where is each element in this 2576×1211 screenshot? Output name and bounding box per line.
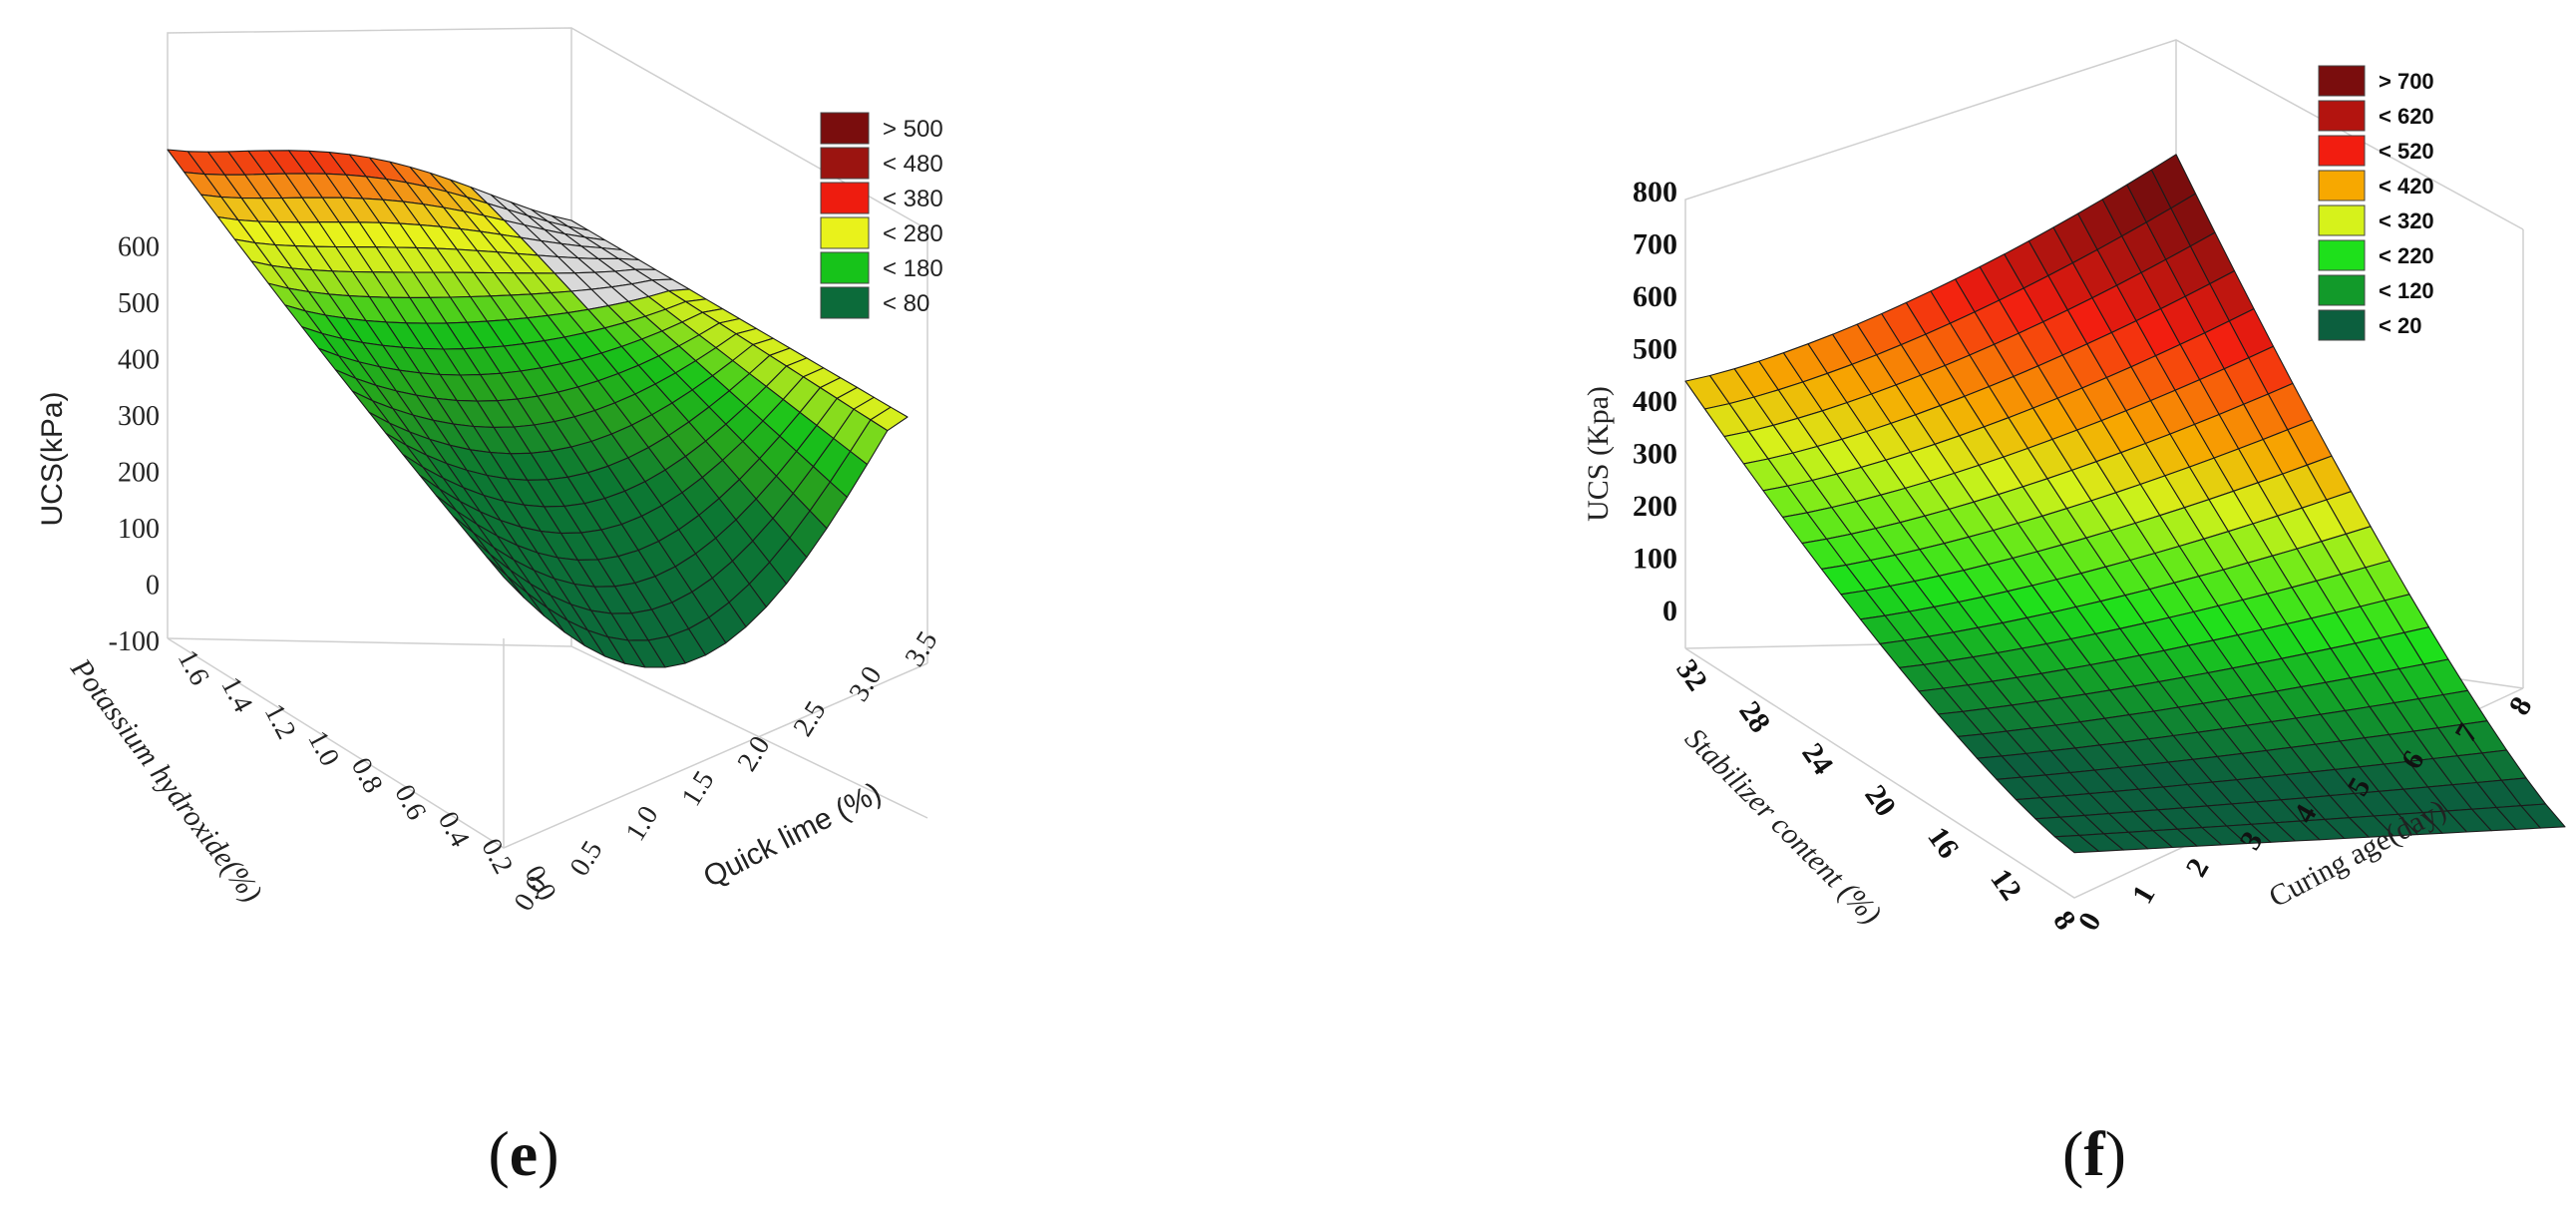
- chart-f-z-tick: 100: [1633, 543, 1677, 576]
- chart-e-z-tick: 400: [118, 345, 160, 376]
- chart-e-y-tick: 1.4: [214, 672, 258, 717]
- chart-f-z-tick: 0: [1662, 595, 1677, 627]
- chart-e-x-tick: 2.5: [788, 696, 833, 742]
- chart-e-z-tick: 500: [118, 288, 160, 319]
- chart-f-legend-label: < 20: [2379, 313, 2421, 338]
- chart-f-surface-cell: [2520, 803, 2566, 829]
- chart-e-x-tick: 0.5: [564, 836, 609, 882]
- chart-e-x-tick: 2.0: [732, 731, 777, 777]
- chart-e-frame: [167, 27, 928, 849]
- chart-e-z-label: UCS(kPa): [36, 391, 69, 526]
- chart-e-legend-label: < 480: [883, 151, 943, 178]
- chart-f-legend-swatch: [2318, 65, 2366, 97]
- chart-f-z-tick: 200: [1633, 490, 1677, 523]
- chart-f-legend-swatch: [2318, 170, 2366, 202]
- chart-e-legend-label: < 80: [883, 290, 929, 317]
- chart-f-y-tick: 16: [1921, 821, 1965, 865]
- chart-e-x-tick: 1.0: [620, 801, 665, 847]
- chart-e-x-tick: 3.5: [900, 626, 944, 672]
- chart-f-x-tick: 8: [2502, 691, 2538, 720]
- chart-f-legend: > 700 < 620 < 520 < 420 < 320 < 220 < 120 < 20: [2318, 65, 2434, 341]
- chart-e-z-ticks: -100 0 100 200 300 400 500 600: [109, 232, 160, 658]
- chart-e-z-tick: 300: [118, 401, 160, 432]
- chart-f-z-ticks: 0 100 200 300 400 500 600 700 800: [1633, 176, 1677, 627]
- chart-e-z-tick: 200: [118, 458, 160, 489]
- chart-f-legend-label: < 420: [2379, 174, 2434, 199]
- chart-e-legend-swatch: [820, 216, 870, 249]
- chart-f-z-tick: 500: [1633, 333, 1677, 366]
- chart-e-legend-label: > 500: [883, 116, 943, 143]
- chart-e-legend-swatch: [820, 147, 870, 180]
- chart-f-y-tick: 20: [1858, 779, 1902, 823]
- chart-f-z-tick: 600: [1633, 280, 1677, 313]
- chart-f-z-tick: 800: [1633, 176, 1677, 208]
- chart-e-legend: > 500 < 480 < 380 < 280 < 180 < 80: [820, 112, 943, 319]
- chart-e-z-tick: 100: [118, 514, 160, 545]
- chart-e-legend-label: < 280: [883, 220, 943, 247]
- chart-f-legend-swatch: [2318, 100, 2366, 132]
- chart-f-x-tick: 2: [2179, 853, 2215, 882]
- chart-f-legend-swatch: [2318, 135, 2366, 167]
- chart-f-z-label: UCS (Kpa): [1582, 386, 1615, 522]
- chart-e-y-tick: 0.8: [345, 753, 389, 798]
- chart-f-legend-label: < 320: [2379, 208, 2434, 233]
- chart-e-z-tick: 600: [118, 232, 160, 263]
- chart-e-legend-swatch: [820, 182, 870, 214]
- chart-e-y-tick: 0.4: [432, 807, 476, 852]
- chart-f-legend-label: < 120: [2379, 278, 2434, 303]
- chart-e-y-tick: 0.6: [388, 780, 432, 825]
- chart-f-panel-label: (f): [2062, 1118, 2126, 1189]
- chart-f-legend-label: > 700: [2379, 69, 2434, 94]
- chart-f-legend-label: < 620: [2379, 104, 2434, 129]
- chart-f-legend-swatch: [2318, 204, 2366, 236]
- chart-e-x-label: Quick lime (%): [698, 776, 887, 894]
- chart-f-y-tick: 12: [1984, 863, 2027, 907]
- chart-e-legend-label: < 180: [883, 255, 943, 282]
- chart-e-y-tick: 1.0: [301, 726, 345, 771]
- chart-f-legend-label: < 520: [2379, 139, 2434, 164]
- chart-f-surface: [1684, 154, 2566, 854]
- chart-f-y-tick: 32: [1669, 653, 1713, 697]
- chart-e-surface-cell: [486, 556, 525, 599]
- chart-e-panel-close: ): [538, 1118, 558, 1189]
- chart-e-y-tick: 0.2: [475, 834, 519, 879]
- chart-f-panel-close: ): [2105, 1118, 2126, 1189]
- chart-e-surface: [167, 149, 909, 668]
- chart-f-panel-letter: f: [2083, 1118, 2105, 1189]
- chart-e-z-tick: 0: [146, 571, 160, 602]
- chart-e-legend-swatch: [820, 112, 870, 145]
- chart-e-panel-label: (e): [488, 1118, 558, 1189]
- chart-e-legend-swatch: [820, 251, 870, 284]
- chart-e-y-tick: 1.6: [172, 645, 215, 690]
- chart-e-y-tick: 1.2: [258, 699, 302, 744]
- chart-e-legend-label: < 380: [883, 186, 943, 212]
- chart-e-panel-open: (: [488, 1118, 509, 1189]
- chart-f-z-tick: 300: [1633, 438, 1677, 471]
- chart-f-legend-swatch: [2318, 309, 2366, 341]
- chart-e-legend-swatch: [820, 286, 870, 319]
- chart-e-x-tick: 3.0: [844, 661, 889, 707]
- chart-f-z-tick: 700: [1633, 228, 1677, 261]
- chart-f-x-tick: 0: [2071, 907, 2107, 936]
- chart-f-legend-swatch: [2318, 274, 2366, 306]
- chart-e-panel-letter: e: [510, 1118, 538, 1189]
- chart-e-z-tick: -100: [109, 626, 160, 657]
- chart-f-legend-swatch: [2318, 239, 2366, 271]
- chart-f-z-tick: 400: [1633, 385, 1677, 418]
- chart-f-x-tick: 1: [2125, 880, 2161, 909]
- chart-e-x-tick: 1.5: [676, 766, 721, 812]
- chart-f-y-label: Stabilizer content (%): [1678, 722, 1888, 932]
- chart-f-legend-label: < 220: [2379, 243, 2434, 268]
- chart-f-panel-open: (: [2062, 1118, 2083, 1189]
